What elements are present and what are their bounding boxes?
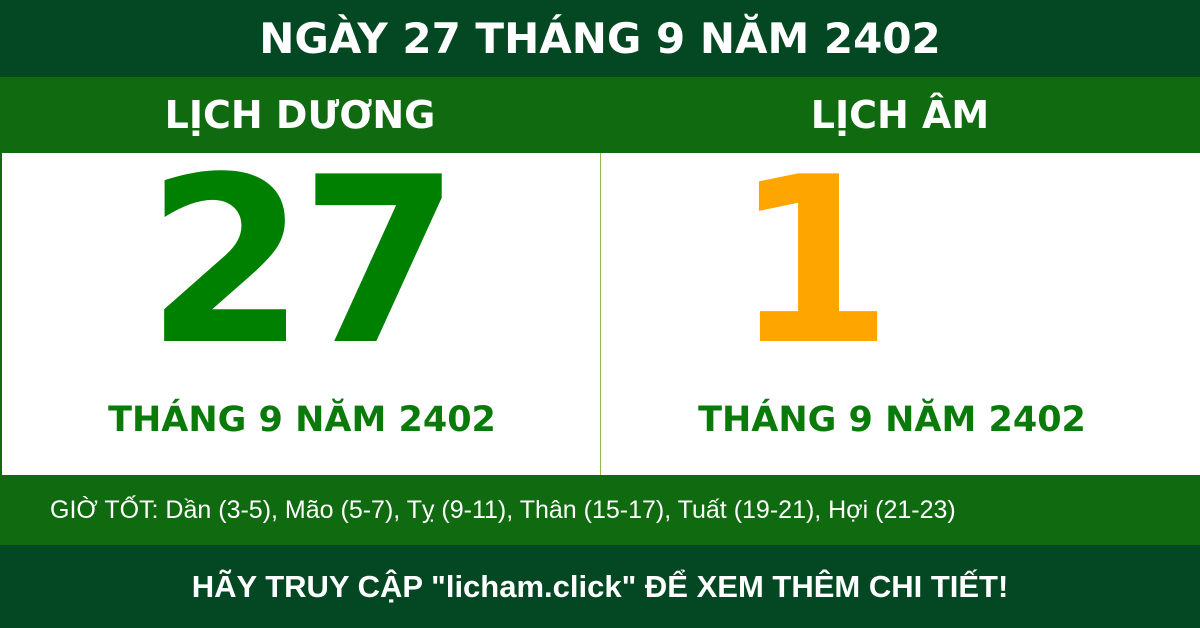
lunar-month-year: THÁNG 9 NĂM 2402 (698, 400, 1086, 440)
solar-month-year: THÁNG 9 NĂM 2402 (108, 400, 496, 440)
lunar-heading: LỊCH ÂM (810, 93, 990, 137)
solar-heading: LỊCH DƯƠNG (164, 93, 436, 137)
solar-day: 27 (145, 129, 460, 396)
calendar-headings: LỊCH DƯƠNG LỊCH ÂM (0, 77, 1200, 153)
footer-cta: HÃY TRUY CẬP "licham.click" ĐỂ XEM THÊM … (0, 545, 1200, 628)
divider (600, 153, 601, 475)
good-hours: GIỜ TỐT: Dần (3-5), Mão (5-7), Tỵ (9-11)… (0, 475, 1200, 545)
page-title: NGÀY 27 THÁNG 9 NĂM 2402 (0, 0, 1200, 77)
lunar-day: 1 (732, 129, 893, 396)
